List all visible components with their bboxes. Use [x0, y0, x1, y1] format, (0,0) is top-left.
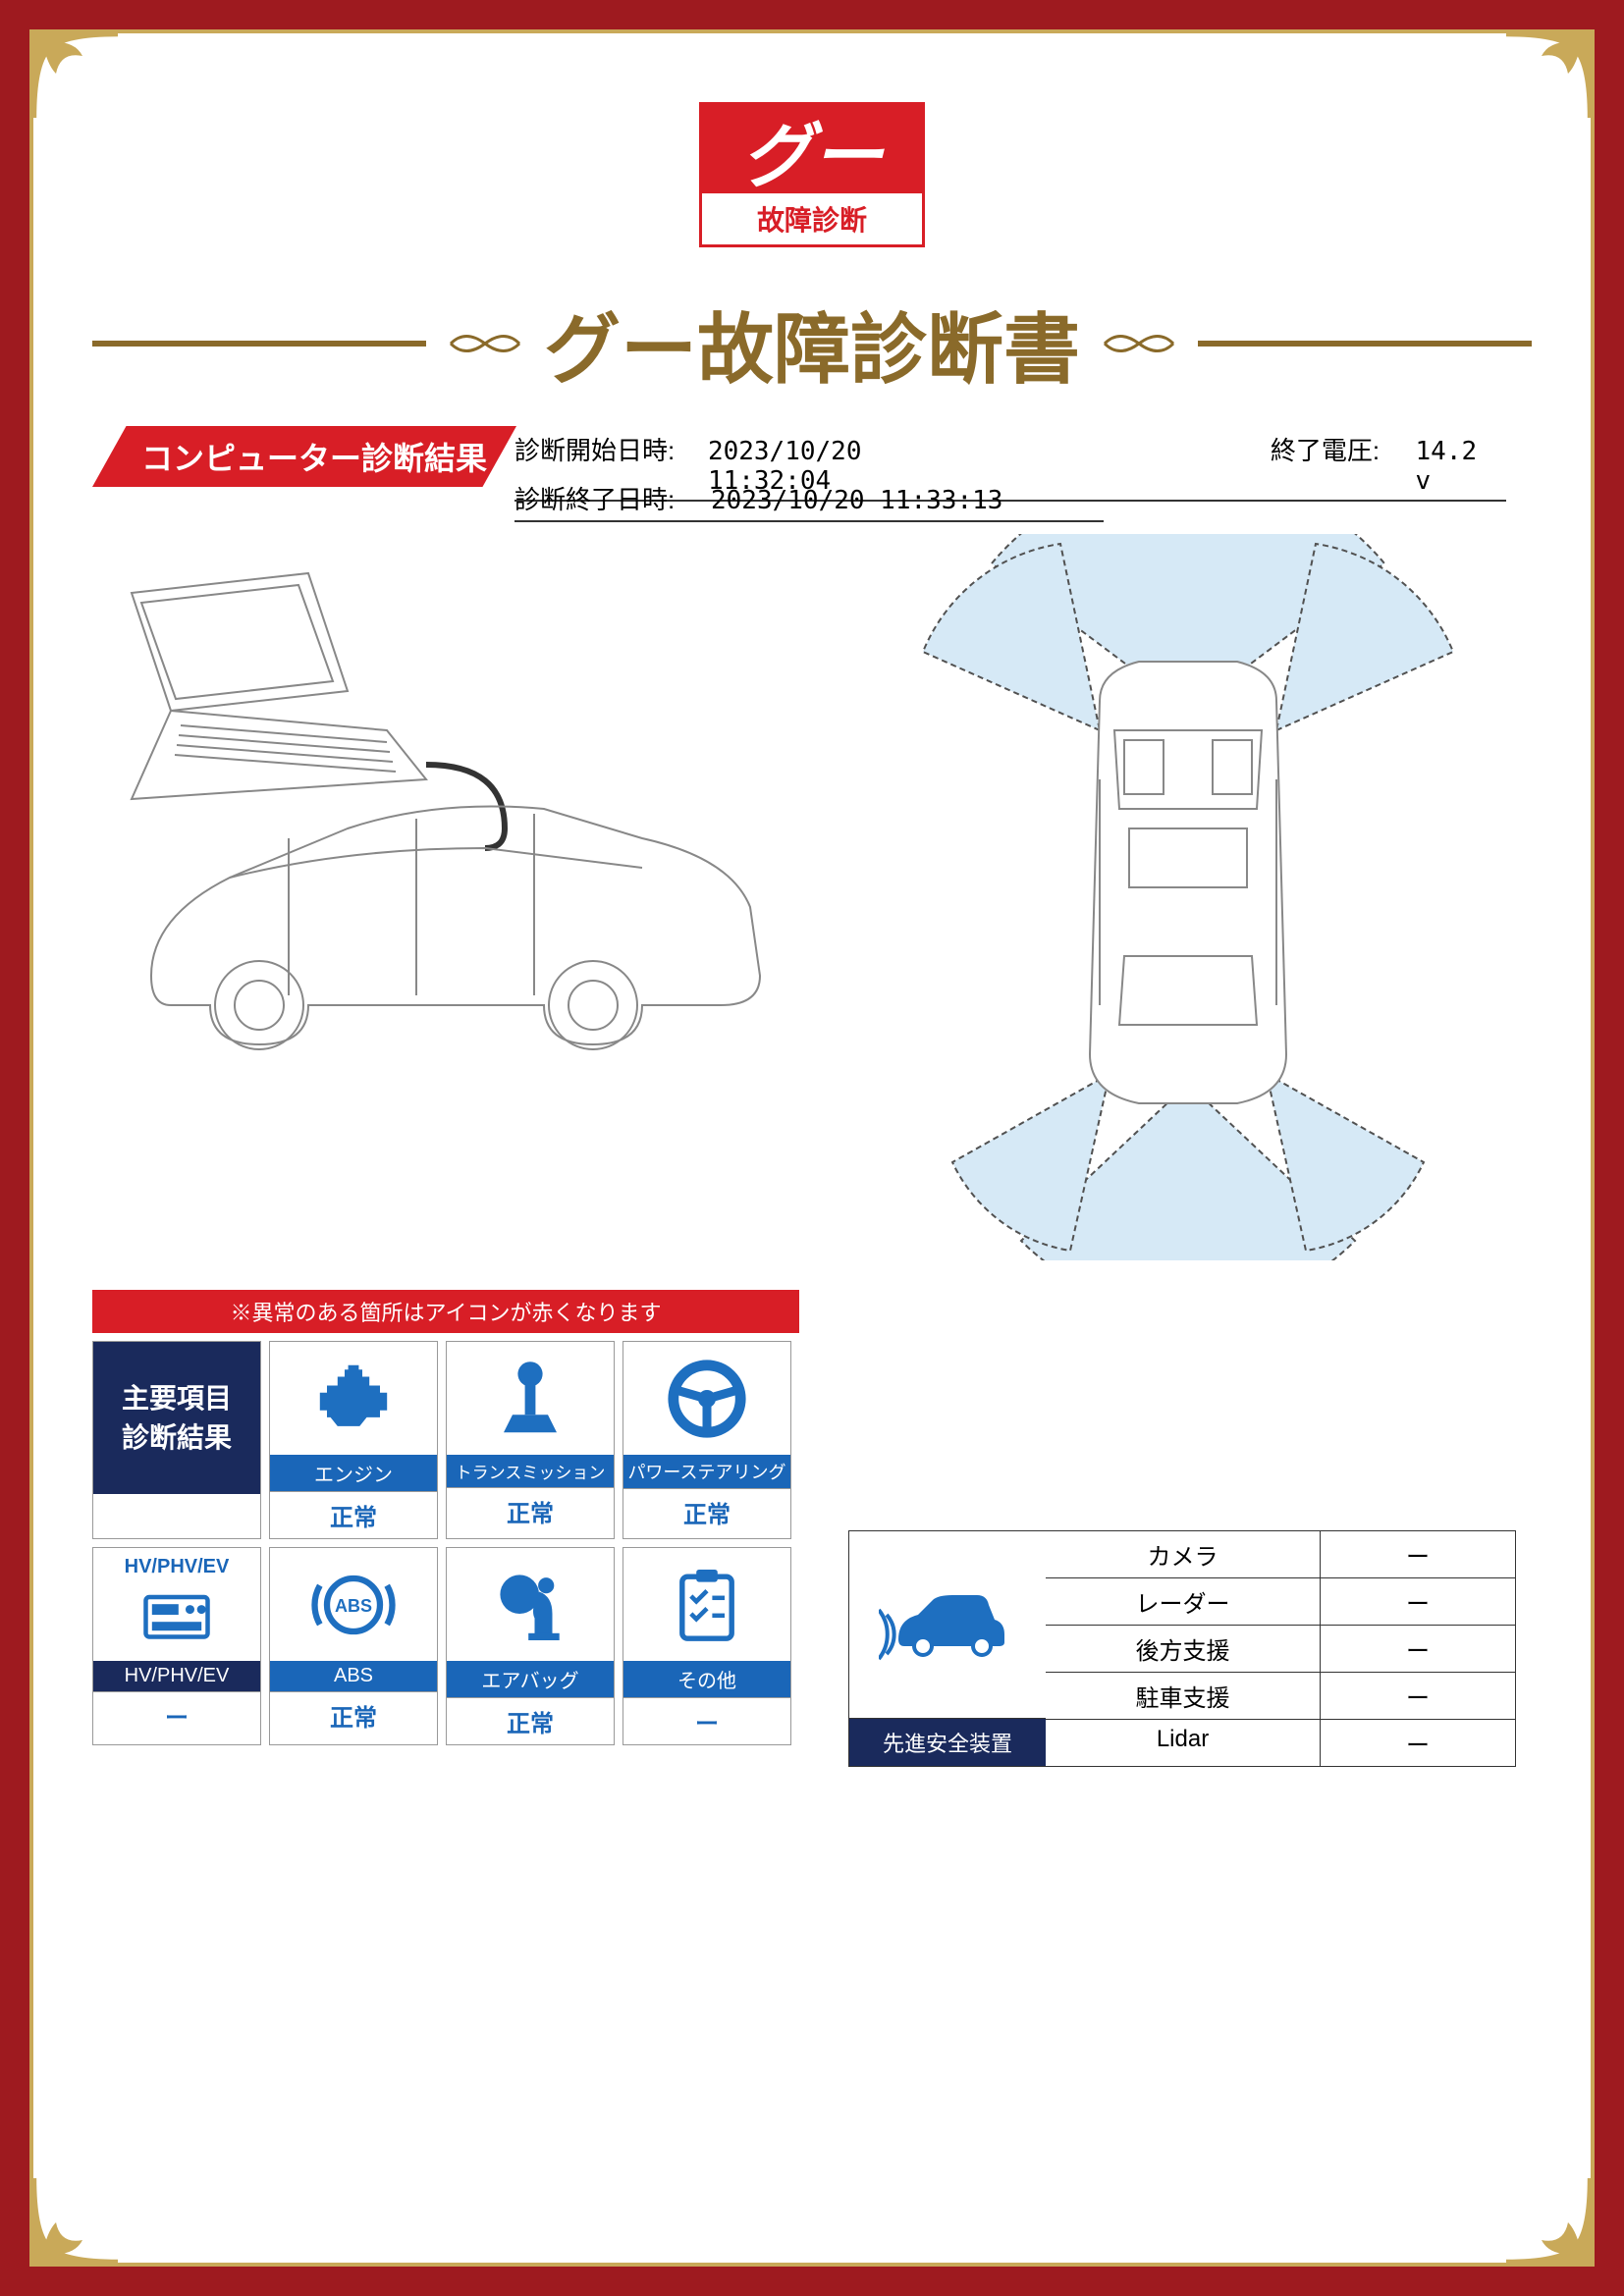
hv-label: HV/PHV/EV: [93, 1661, 260, 1691]
safety-title: 先進安全装置: [849, 1719, 1046, 1766]
engine-icon: [309, 1355, 398, 1443]
clipboard-icon: [663, 1561, 751, 1649]
engine-card: エンジン 正常: [269, 1341, 438, 1539]
corner-ornament-icon: [1506, 2178, 1595, 2267]
header-card: 主要項目 診断結果: [92, 1341, 261, 1539]
powersteering-card: パワーステアリング 正常: [623, 1341, 791, 1539]
hv-status: ー: [93, 1691, 260, 1738]
engine-status: 正常: [270, 1491, 437, 1538]
airbag-card: エアバッグ 正常: [446, 1547, 615, 1745]
safety-value: ー: [1321, 1531, 1515, 1577]
safety-name: レーダー: [1046, 1578, 1321, 1625]
voltage-label: 終了電圧:: [1271, 431, 1416, 467]
airbag-icon: [486, 1561, 574, 1649]
corner-ornament-icon: [29, 29, 118, 118]
powersteering-label: パワーステアリング: [623, 1455, 790, 1488]
header-line1: 主要項目: [122, 1383, 232, 1414]
corner-ornament-icon: [1506, 29, 1595, 118]
safety-row: 駐車支援 ー: [1046, 1673, 1515, 1720]
hv-card: HV/PHV/EV HV/PHV/EV ー: [92, 1547, 261, 1745]
flourish-icon: [446, 329, 524, 358]
brand-logo: グー 故障診断: [699, 102, 925, 247]
meta-row-end: 診断終了日時: 2023/10/20 11:33:13: [514, 480, 1104, 522]
ecu-icon: [133, 1571, 221, 1659]
end-time-value: 2023/10/20 11:33:13: [711, 486, 1002, 515]
safety-name: 後方支援: [1046, 1626, 1321, 1672]
safety-row: Lidar ー: [1046, 1720, 1515, 1766]
powersteering-status: 正常: [623, 1488, 790, 1535]
safety-row: カメラ ー: [1046, 1531, 1515, 1578]
airbag-label: エアバッグ: [447, 1661, 614, 1697]
transmission-label: トランスミッション: [447, 1455, 614, 1487]
car-sensor-diagram-icon: [844, 534, 1532, 1260]
safety-name: 駐車支援: [1046, 1673, 1321, 1719]
results-note: ※異常のある箇所はアイコンが赤くなります: [92, 1290, 799, 1333]
svg-text:ABS: ABS: [335, 1596, 372, 1616]
laptop-car-diagram-icon: [92, 554, 780, 1064]
safety-name: カメラ: [1046, 1531, 1321, 1577]
start-time-label: 診断開始日時:: [514, 431, 708, 467]
diagram-area: [92, 554, 1532, 1241]
steering-icon: [663, 1355, 751, 1443]
end-time-label: 診断終了日時:: [514, 480, 711, 516]
abs-icon: ABS: [309, 1561, 398, 1649]
other-status: ー: [623, 1697, 790, 1744]
safety-rows: カメラ ー レーダー ー 後方支援 ー 駐車支援 ー Lidar ー: [1046, 1531, 1515, 1766]
document-title-row: グー故障診断書: [33, 289, 1591, 399]
brand-subtitle: 故障診断: [702, 193, 922, 244]
safety-name: Lidar: [1046, 1720, 1321, 1766]
safety-car-icon-cell: [849, 1531, 1046, 1719]
brand-name: グー: [702, 105, 922, 193]
certificate-frame: グー 故障診断 グー故障診断書 コンピューター診断結果 診断開始日時: 2023…: [29, 29, 1595, 2267]
safety-value: ー: [1321, 1578, 1515, 1625]
safety-row: 後方支援 ー: [1046, 1626, 1515, 1673]
other-card: その他 ー: [623, 1547, 791, 1745]
voltage-value: 14.2 v: [1416, 437, 1506, 496]
abs-card: ABS ABS 正常: [269, 1547, 438, 1745]
safety-row: レーダー ー: [1046, 1578, 1515, 1626]
abs-label: ABS: [270, 1661, 437, 1691]
diagnostic-results: ※異常のある箇所はアイコンが赤くなります 主要項目 診断結果 エンジン 正常 ト…: [92, 1290, 799, 1745]
transmission-icon: [486, 1355, 574, 1443]
abs-status: 正常: [270, 1691, 437, 1738]
safety-equipment-table: 先進安全装置 カメラ ー レーダー ー 後方支援 ー 駐車支援 ー Lidar …: [848, 1530, 1516, 1767]
transmission-card: トランスミッション 正常: [446, 1341, 615, 1539]
corner-ornament-icon: [29, 2178, 118, 2267]
other-label: その他: [623, 1661, 790, 1697]
safety-value: ー: [1321, 1626, 1515, 1672]
document-title: グー故障診断書: [544, 289, 1080, 399]
car-sensor-icon: [879, 1575, 1016, 1674]
flourish-icon: [1100, 329, 1178, 358]
safety-value: ー: [1321, 1673, 1515, 1719]
hv-top-text: HV/PHV/EV: [93, 1556, 260, 1578]
section-header: コンピューター診断結果: [92, 426, 516, 487]
airbag-status: 正常: [447, 1697, 614, 1744]
safety-value: ー: [1321, 1720, 1515, 1766]
transmission-status: 正常: [447, 1487, 614, 1534]
header-line2: 診断結果: [122, 1422, 232, 1453]
engine-label: エンジン: [270, 1455, 437, 1491]
